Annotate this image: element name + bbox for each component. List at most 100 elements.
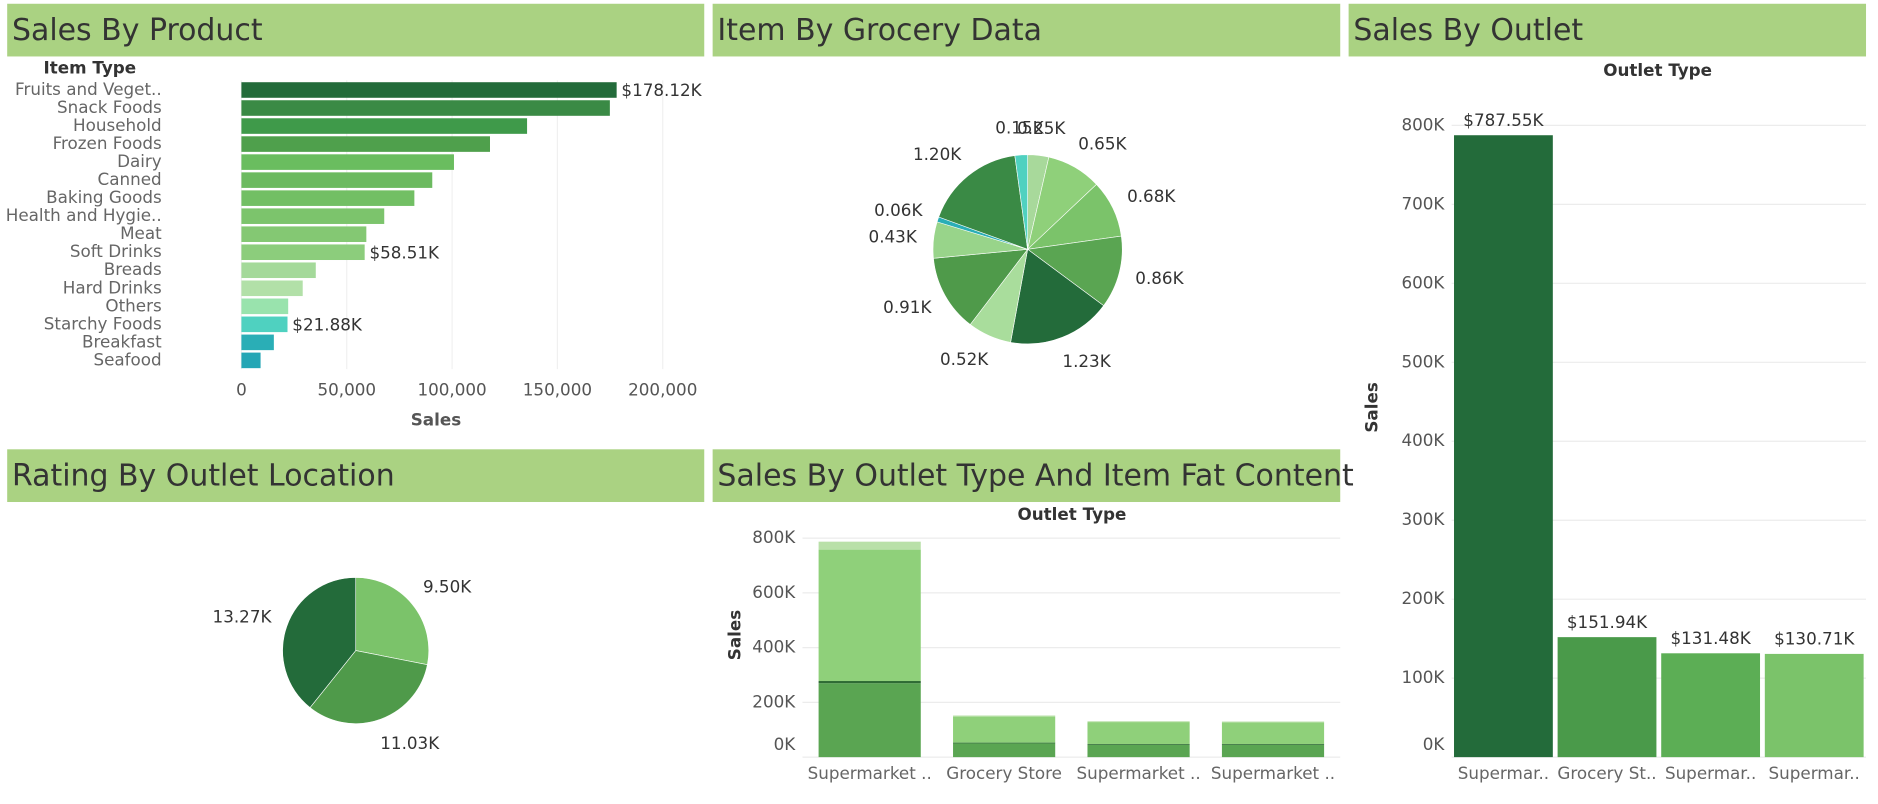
y-tick-label: 200K xyxy=(1401,588,1445,608)
y-tick-label: Frozen Foods xyxy=(53,133,162,153)
bar-segment xyxy=(1087,721,1190,723)
slice-label: 11.03K xyxy=(380,733,440,753)
panel-title: Rating By Outlet Location xyxy=(12,458,395,493)
x-tick-label: 0 xyxy=(236,380,247,400)
pie-slice xyxy=(355,577,430,666)
category-header: Outlet Type xyxy=(1603,60,1712,80)
slice-label: 0.65K xyxy=(1078,133,1127,153)
x-tick-label: 200,000 xyxy=(628,380,697,400)
y-tick-label: Dairy xyxy=(117,151,162,171)
y-axis-title: Sales xyxy=(1362,382,1382,432)
slice-label: 0.86K xyxy=(1135,268,1184,288)
pie-slice xyxy=(282,577,357,708)
y-tick-label: Starchy Foods xyxy=(44,313,162,333)
slice-label: 0.68K xyxy=(1127,186,1176,206)
bar xyxy=(241,280,303,297)
bar-segment xyxy=(1221,744,1325,758)
y-tick-label: 600K xyxy=(1401,272,1445,292)
pie-slice xyxy=(1010,248,1105,345)
bar xyxy=(241,316,288,333)
panel-title: Item By Grocery Data xyxy=(717,13,1042,48)
bar-segment xyxy=(1221,721,1325,723)
y-tick-label: 0K xyxy=(774,734,797,754)
slice-label: 0.52K xyxy=(940,349,989,369)
x-tick-label: Grocery Store xyxy=(946,763,1062,783)
slice-label: 0.06K xyxy=(874,200,923,220)
bar-segment xyxy=(1087,722,1190,744)
x-tick-label: Supermarket .. xyxy=(808,763,932,783)
pie-slice xyxy=(1026,235,1123,307)
x-tick-label: Grocery St.. xyxy=(1557,763,1656,783)
y-tick-label: Canned xyxy=(98,169,162,189)
bar xyxy=(241,244,365,261)
y-axis-title: Sales xyxy=(724,610,744,660)
y-tick-label: Others xyxy=(105,295,161,315)
pie-slice xyxy=(1014,154,1028,250)
slice-label: 13.27K xyxy=(213,607,273,627)
bar xyxy=(1557,637,1657,758)
bar-segment xyxy=(818,683,921,758)
bar-segment xyxy=(1087,744,1190,758)
y-tick-label: 0K xyxy=(1423,734,1446,754)
y-tick-label: Breakfast xyxy=(82,331,162,351)
data-label: $787.55K xyxy=(1463,110,1544,130)
bar-segment xyxy=(818,541,921,550)
slice-label: 0.15K xyxy=(995,118,1044,138)
bar xyxy=(241,154,454,170)
y-tick-label: Seafood xyxy=(93,349,161,369)
y-tick-label: 400K xyxy=(752,637,796,657)
y-tick-label: 800K xyxy=(1401,114,1445,134)
bar xyxy=(241,118,528,134)
bar-segment xyxy=(953,716,1056,743)
y-tick-label: 800K xyxy=(752,527,796,547)
data-label: $131.48K xyxy=(1670,628,1751,648)
x-tick-label: Supermar.. xyxy=(1665,763,1756,783)
panel-title: Sales By Product xyxy=(12,13,263,48)
x-axis-title: Sales xyxy=(411,410,461,430)
x-tick-label: 100,000 xyxy=(417,380,486,400)
x-tick-label: Supermarket .. xyxy=(1211,763,1335,783)
slice-label: 0.43K xyxy=(869,226,918,246)
data-label: $151.94K xyxy=(1567,612,1648,632)
bar xyxy=(1661,653,1761,758)
y-tick-label: Meat xyxy=(120,223,162,243)
bar xyxy=(241,334,274,351)
data-label: $21.88K xyxy=(292,315,363,335)
bar-segment xyxy=(818,681,921,684)
slice-label: 0.25K xyxy=(1017,118,1066,138)
data-label: $178.12K xyxy=(621,80,702,100)
bar-segment xyxy=(1221,722,1325,744)
y-tick-label: Soft Drinks xyxy=(70,241,162,261)
panel-header xyxy=(712,449,1341,503)
bar xyxy=(241,298,289,315)
panel-title: Sales By Outlet xyxy=(1353,13,1583,48)
panel-header xyxy=(7,449,705,503)
panel-header xyxy=(712,3,1341,57)
bar-segment xyxy=(818,549,921,682)
bar-segment xyxy=(953,743,1056,758)
bar xyxy=(241,208,385,224)
slice-label: 1.20K xyxy=(913,144,962,164)
y-tick-label: 600K xyxy=(752,582,796,602)
bar xyxy=(1764,653,1864,758)
y-tick-label: Baking Goods xyxy=(46,187,162,207)
slice-label: 1.23K xyxy=(1062,351,1111,371)
x-tick-label: Supermar.. xyxy=(1458,763,1549,783)
bar xyxy=(241,262,316,279)
pie-slice xyxy=(938,155,1028,250)
bar xyxy=(241,82,617,98)
y-tick-label: 400K xyxy=(1401,430,1445,450)
y-tick-label: Snack Foods xyxy=(57,97,162,117)
panel-header xyxy=(7,3,705,57)
y-tick-label: Health and Hygie.. xyxy=(6,205,162,225)
bar xyxy=(241,172,433,188)
bar xyxy=(241,136,490,152)
bar-segment xyxy=(953,742,1056,744)
y-tick-label: Fruits and Veget.. xyxy=(15,79,162,99)
y-tick-label: 300K xyxy=(1401,509,1445,529)
pie-slice xyxy=(933,248,1029,325)
y-tick-label: Hard Drinks xyxy=(63,277,162,297)
y-tick-label: 200K xyxy=(752,691,796,711)
bar-segment xyxy=(1087,743,1190,745)
y-tick-label: Household xyxy=(73,115,162,135)
